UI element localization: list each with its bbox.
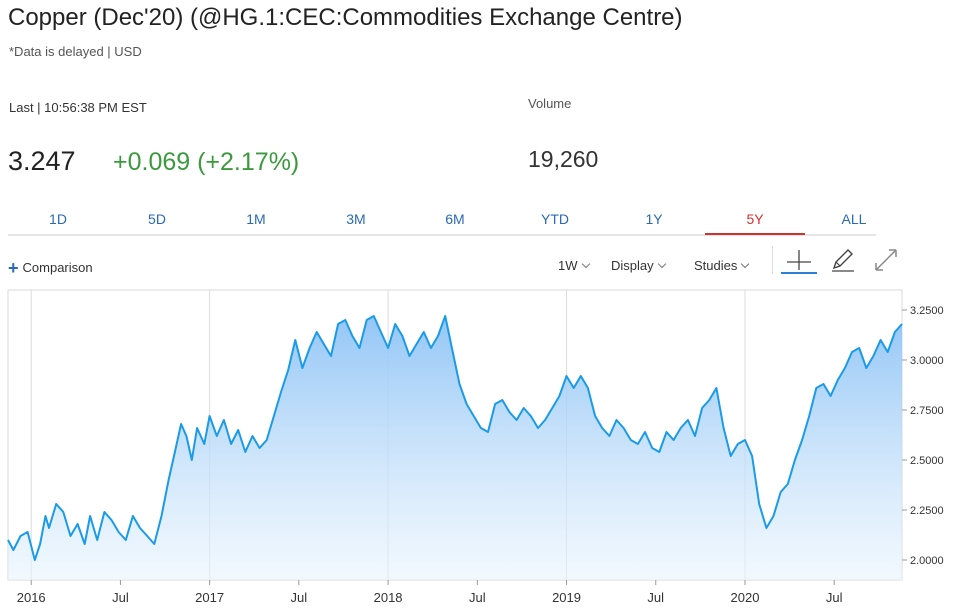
tab-6m[interactable]: 6M [445,211,465,227]
plus-icon: + [8,258,19,278]
comparison-button[interactable]: + Comparison [8,258,93,279]
x-tick-label: 2018 [374,590,403,605]
tab-5y[interactable]: 5Y [705,206,805,235]
x-tick-label: Jul [647,590,664,605]
range-tabs: 1D 5D 1M 3M 6M YTD 1Y 5Y ALL [8,206,876,236]
x-tick-label: 2016 [17,590,46,605]
last-trade-label: Last | 10:56:38 PM EST [9,100,147,115]
pencil-icon [832,249,854,272]
chevron-down-icon [581,259,590,269]
tab-5d[interactable]: 5D [148,211,166,227]
x-tick-label: 2017 [195,590,224,605]
expand-button[interactable] [868,246,904,274]
interval-dropdown[interactable]: 1W [558,258,590,273]
tab-1d[interactable]: 1D [49,211,67,227]
x-tick-label: Jul [826,590,843,605]
x-tick-label: 2019 [552,590,581,605]
tab-1y[interactable]: 1Y [645,211,663,227]
comparison-label: Comparison [22,260,93,275]
x-tick-label: Jul [112,590,129,605]
x-tick-label: 2020 [731,590,760,605]
studies-label: Studies [694,258,738,273]
tab-3m[interactable]: 3M [346,211,366,227]
draw-button[interactable] [826,246,862,274]
last-price: 3.247 [8,146,76,176]
y-tick-label: 2.7500 [910,405,944,417]
chevron-down-icon [741,259,750,269]
interval-label: 1W [558,258,578,273]
y-tick-label: 2.2500 [910,505,944,517]
tab-ytd[interactable]: YTD [541,211,569,227]
display-label: Display [611,258,654,273]
volume-label: Volume [528,96,572,111]
price-change: +0.069 (+2.17%) [113,148,300,176]
x-tick-label: Jul [469,590,486,605]
y-axis: 3.2500 3.0000 2.7500 2.5000 2.2500 2.0000 [902,305,944,567]
y-tick-label: 3.2500 [910,305,944,317]
x-axis: 2016 Jul 2017 Jul 2018 Jul 2019 Jul 2020 Jul [17,580,843,605]
page-title: Copper (Dec'20) (@HG.1:CEC:Commodities E… [8,4,683,31]
chevron-down-icon [657,259,666,269]
expand-icon [875,249,897,271]
y-tick-label: 3.0000 [910,355,944,367]
price-chart[interactable]: 3.2500 3.0000 2.7500 2.5000 2.2500 2.0000 201… [0,288,966,616]
volume-value: 19,260 [528,146,599,172]
tab-all[interactable]: ALL [841,211,867,227]
studies-dropdown[interactable]: Studies [694,258,750,273]
price-line [7,315,903,561]
display-dropdown[interactable]: Display [611,258,666,273]
delayed-note: *Data is delayed | USD [9,44,142,59]
crosshair-icon [787,250,811,270]
y-tick-label: 2.5000 [910,455,944,467]
x-tick-label: Jul [291,590,308,605]
y-tick-label: 2.0000 [910,555,944,567]
toolbar-divider [772,246,773,274]
crosshair-button[interactable] [781,246,817,274]
tab-1m[interactable]: 1M [246,211,266,227]
price-area [8,316,902,580]
